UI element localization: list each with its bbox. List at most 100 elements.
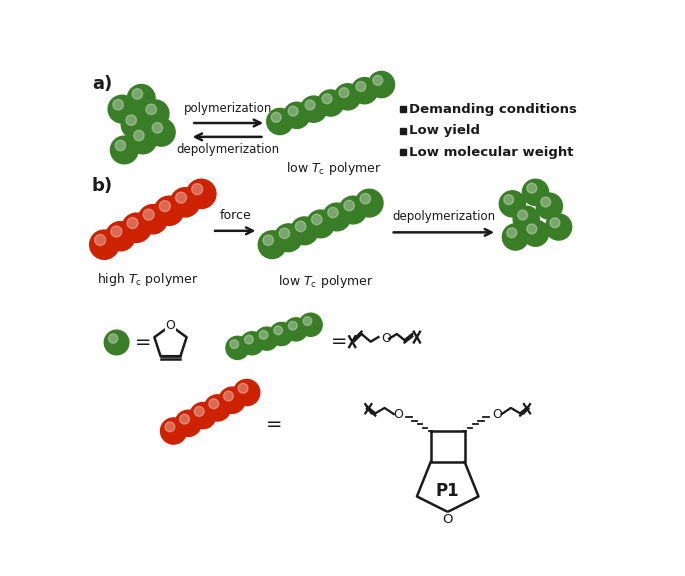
Text: b): b) xyxy=(92,177,113,195)
Circle shape xyxy=(373,75,383,85)
Text: O: O xyxy=(166,319,175,332)
Circle shape xyxy=(111,226,122,237)
Circle shape xyxy=(154,196,184,225)
Text: O: O xyxy=(443,513,453,526)
Circle shape xyxy=(256,327,278,350)
Text: Low yield: Low yield xyxy=(409,124,480,137)
Circle shape xyxy=(356,190,383,217)
Circle shape xyxy=(146,104,156,115)
Circle shape xyxy=(263,235,273,245)
Circle shape xyxy=(318,90,344,116)
Circle shape xyxy=(527,224,537,234)
Circle shape xyxy=(238,384,248,393)
Circle shape xyxy=(536,193,562,219)
Circle shape xyxy=(369,71,395,97)
Circle shape xyxy=(344,200,354,211)
Circle shape xyxy=(175,192,186,203)
Circle shape xyxy=(134,130,144,141)
Circle shape xyxy=(274,326,282,335)
Circle shape xyxy=(110,136,138,164)
Circle shape xyxy=(240,332,264,355)
Text: P1: P1 xyxy=(436,482,460,500)
Circle shape xyxy=(270,323,293,346)
Text: polymerization: polymerization xyxy=(184,103,273,115)
Circle shape xyxy=(545,214,572,240)
Circle shape xyxy=(503,195,514,204)
Circle shape xyxy=(290,217,319,245)
Circle shape xyxy=(301,96,327,122)
Circle shape xyxy=(121,111,149,138)
Circle shape xyxy=(204,395,231,421)
Circle shape xyxy=(95,234,105,245)
Circle shape xyxy=(195,407,204,416)
Circle shape xyxy=(288,321,297,330)
Circle shape xyxy=(266,108,293,135)
Circle shape xyxy=(138,204,167,234)
Circle shape xyxy=(550,218,560,228)
Circle shape xyxy=(307,210,334,238)
Circle shape xyxy=(160,418,187,444)
Circle shape xyxy=(105,222,135,251)
Circle shape xyxy=(360,194,371,204)
Circle shape xyxy=(258,231,286,259)
Circle shape xyxy=(219,387,245,414)
Circle shape xyxy=(305,100,315,110)
Text: high $T_\mathrm{c}$ polymer: high $T_\mathrm{c}$ polymer xyxy=(97,271,198,288)
Circle shape xyxy=(122,213,151,242)
Circle shape xyxy=(152,123,162,133)
Text: low $T_\mathrm{c}$ polymer: low $T_\mathrm{c}$ polymer xyxy=(278,273,374,290)
Circle shape xyxy=(284,102,310,128)
Circle shape xyxy=(322,94,332,104)
Circle shape xyxy=(108,334,118,343)
Circle shape xyxy=(356,82,366,92)
Circle shape xyxy=(160,200,171,211)
Text: Demanding conditions: Demanding conditions xyxy=(409,103,577,116)
Circle shape xyxy=(234,380,260,406)
Circle shape xyxy=(129,126,157,154)
Circle shape xyxy=(143,209,154,220)
Circle shape xyxy=(518,210,527,220)
Text: =: = xyxy=(266,415,282,434)
Circle shape xyxy=(303,317,312,325)
Circle shape xyxy=(271,112,281,122)
Text: O: O xyxy=(393,408,403,420)
Circle shape xyxy=(171,188,200,217)
Text: low $T_\mathrm{c}$ polymer: low $T_\mathrm{c}$ polymer xyxy=(286,160,382,177)
Text: force: force xyxy=(219,209,251,222)
Circle shape xyxy=(113,100,123,110)
Circle shape xyxy=(127,218,138,229)
Circle shape xyxy=(523,179,549,206)
Text: depolymerization: depolymerization xyxy=(393,210,495,223)
Circle shape xyxy=(327,207,338,218)
Text: =: = xyxy=(331,332,347,351)
Circle shape xyxy=(90,230,119,259)
Text: depolymerization: depolymerization xyxy=(177,143,279,156)
Text: O: O xyxy=(382,332,391,345)
Circle shape xyxy=(190,403,216,429)
Circle shape xyxy=(299,313,322,336)
Circle shape xyxy=(279,228,290,238)
Circle shape xyxy=(351,78,377,104)
Circle shape xyxy=(126,115,136,126)
Circle shape xyxy=(108,95,136,123)
Circle shape xyxy=(259,331,268,339)
Circle shape xyxy=(127,85,155,112)
Circle shape xyxy=(226,336,249,359)
Circle shape xyxy=(527,183,537,193)
Circle shape xyxy=(513,206,539,232)
Circle shape xyxy=(209,399,219,409)
Circle shape xyxy=(141,100,169,128)
Circle shape xyxy=(230,340,238,348)
Text: O: O xyxy=(492,408,502,420)
Text: =: = xyxy=(135,333,151,352)
Circle shape xyxy=(132,89,142,99)
Circle shape xyxy=(288,106,298,116)
Circle shape xyxy=(115,141,125,151)
Circle shape xyxy=(323,203,351,231)
Circle shape xyxy=(179,414,190,424)
Circle shape xyxy=(104,330,129,355)
Circle shape xyxy=(147,119,175,146)
Circle shape xyxy=(339,196,367,224)
Circle shape xyxy=(312,214,322,225)
Text: a): a) xyxy=(92,75,112,93)
